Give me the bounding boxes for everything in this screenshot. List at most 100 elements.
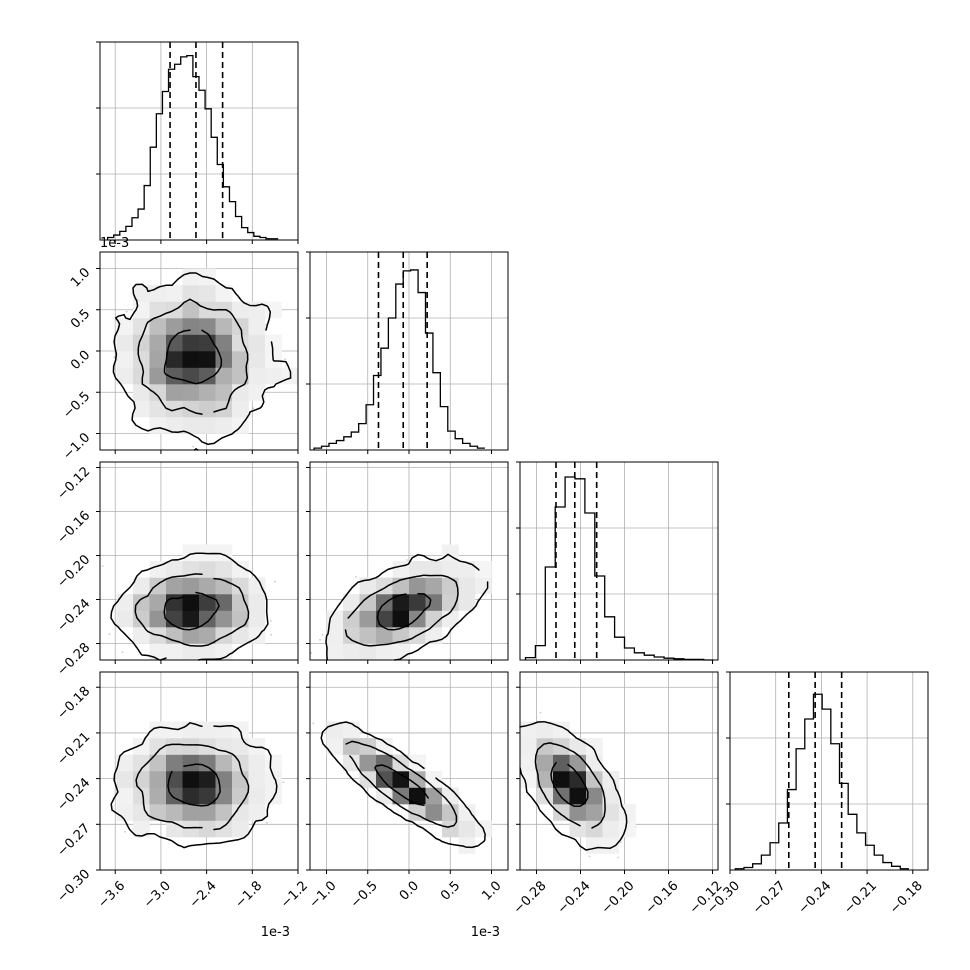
density-cell bbox=[376, 627, 393, 644]
density-cell bbox=[248, 738, 266, 755]
density-cell bbox=[199, 787, 216, 805]
density-cell bbox=[182, 820, 200, 838]
density-cell bbox=[536, 771, 554, 788]
density-cell bbox=[182, 334, 200, 352]
density-cell bbox=[248, 804, 266, 821]
x-tick-label: −0.20 bbox=[599, 878, 638, 917]
density-contour bbox=[137, 298, 249, 415]
density-cell bbox=[248, 754, 266, 772]
histogram-outline bbox=[106, 54, 279, 240]
plot-frame bbox=[519, 671, 719, 871]
density-cell bbox=[232, 610, 249, 628]
density-cell bbox=[133, 367, 150, 385]
y-tick-label: −0.24 bbox=[55, 775, 94, 814]
density-cell bbox=[149, 351, 167, 368]
density-cell bbox=[215, 285, 233, 302]
x-tick-label: −2.4 bbox=[187, 878, 220, 911]
density-cell bbox=[116, 754, 134, 772]
density-cell bbox=[536, 721, 554, 739]
density-cell bbox=[553, 771, 570, 788]
density-cell bbox=[265, 367, 282, 385]
density-cell bbox=[215, 561, 233, 578]
scatter-point bbox=[284, 358, 287, 361]
density-cell bbox=[586, 837, 603, 854]
density-cell bbox=[536, 738, 554, 755]
density-cell bbox=[182, 285, 200, 302]
density-cell bbox=[199, 610, 216, 628]
density-cell bbox=[425, 610, 443, 628]
density-cell bbox=[215, 627, 233, 644]
density-cell bbox=[232, 820, 249, 838]
scatter-point bbox=[617, 856, 620, 859]
scatter-point bbox=[124, 830, 126, 833]
y-tick-label: −1.0 bbox=[60, 430, 93, 463]
density-cell bbox=[458, 594, 476, 611]
plot-frame bbox=[729, 671, 929, 871]
data-marks bbox=[101, 42, 909, 870]
y-tick-label: −0.24 bbox=[55, 596, 94, 635]
density-cell bbox=[133, 610, 150, 628]
y-tick-label: −0.21 bbox=[55, 730, 94, 769]
density-contour bbox=[112, 272, 292, 451]
density-contour bbox=[320, 721, 486, 849]
histogram-outline bbox=[734, 693, 909, 870]
density-contour bbox=[374, 764, 429, 806]
density-cell bbox=[442, 787, 459, 805]
scatter-point bbox=[270, 633, 272, 636]
density-contour bbox=[135, 743, 250, 831]
density-cell bbox=[248, 771, 266, 788]
density-cell bbox=[215, 351, 233, 368]
density-cell bbox=[133, 384, 150, 401]
density-cell bbox=[166, 804, 183, 821]
density-cell bbox=[458, 577, 476, 595]
density-cell bbox=[199, 400, 216, 418]
density-cell bbox=[232, 367, 249, 385]
density-cell bbox=[199, 285, 216, 302]
density-cell bbox=[199, 820, 216, 838]
density-cell bbox=[182, 771, 200, 788]
density-cell bbox=[359, 594, 377, 611]
density-cell bbox=[232, 351, 249, 368]
y-tick-label: −0.12 bbox=[55, 464, 94, 503]
scatter-point bbox=[108, 633, 111, 636]
density-cell bbox=[475, 577, 492, 595]
density-cell bbox=[442, 804, 459, 821]
density-cell bbox=[133, 787, 150, 805]
density-cell bbox=[343, 643, 360, 661]
density-cell bbox=[149, 643, 167, 661]
axes bbox=[96, 41, 929, 874]
density-cell bbox=[149, 804, 167, 821]
density-cell bbox=[166, 351, 183, 368]
x-tick-label: −1.8 bbox=[232, 878, 265, 911]
scatter-point bbox=[619, 841, 622, 844]
density-cell bbox=[182, 594, 200, 611]
scatter-point bbox=[125, 310, 128, 313]
density-cell bbox=[376, 643, 393, 661]
density-cell bbox=[232, 771, 249, 788]
x-tick-label: −0.21 bbox=[841, 878, 880, 917]
plot-frame bbox=[99, 671, 299, 871]
density-cell bbox=[248, 610, 266, 628]
density-contour bbox=[376, 593, 432, 631]
density-cell bbox=[409, 771, 426, 788]
density-cell bbox=[133, 820, 150, 838]
density-cell bbox=[586, 787, 603, 805]
scatter-point bbox=[321, 633, 324, 636]
density-cell bbox=[166, 417, 183, 434]
density-cell bbox=[215, 367, 233, 385]
density-cell bbox=[116, 318, 134, 335]
density-cell bbox=[149, 318, 167, 335]
density-cell bbox=[425, 771, 443, 788]
density-cell bbox=[359, 610, 377, 628]
density-cell bbox=[232, 804, 249, 821]
density-cell bbox=[182, 643, 200, 661]
density-cell bbox=[166, 577, 183, 595]
density-cell bbox=[149, 771, 167, 788]
density-cell bbox=[182, 787, 200, 805]
density-cell bbox=[569, 738, 587, 755]
density-cell bbox=[553, 754, 570, 772]
density-cell bbox=[116, 771, 134, 788]
density-cell bbox=[215, 721, 233, 739]
y-tick-label: 1.0 bbox=[68, 265, 93, 290]
density-cell bbox=[602, 820, 620, 838]
